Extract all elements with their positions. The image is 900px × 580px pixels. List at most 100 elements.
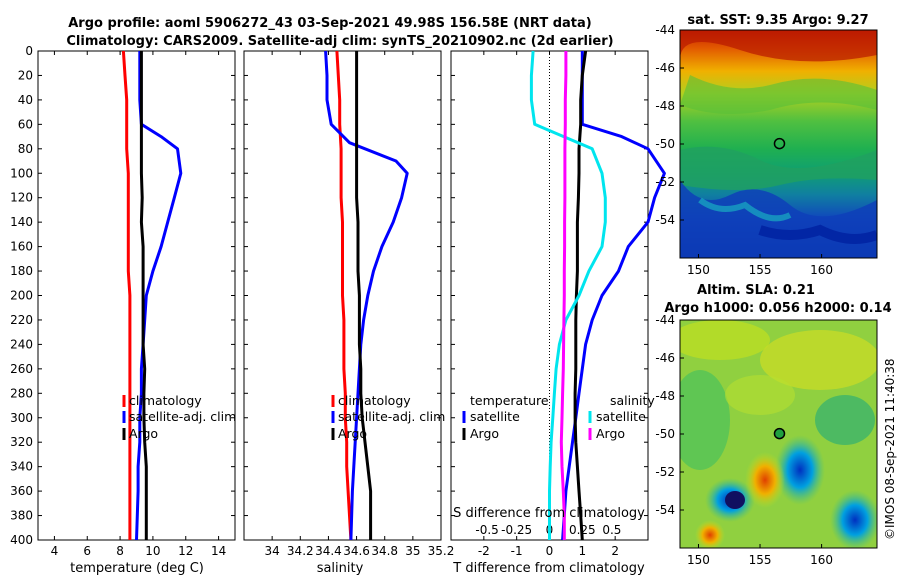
x-tick-label: 34 xyxy=(265,544,280,558)
sla-argo-marker xyxy=(773,427,786,440)
y-tick-label: 0 xyxy=(25,44,33,58)
x-tick-label-top: 0.5 xyxy=(602,523,621,537)
x-tick-label: -1 xyxy=(511,544,523,558)
temperature-legend: climatology satellite-adj. clim Argo xyxy=(122,393,236,441)
series-argo xyxy=(139,51,148,540)
legend-title-salinity: salinity xyxy=(610,393,655,408)
title-line2: Climatology: CARS2009. Satellite-adj cli… xyxy=(66,34,613,49)
y-tick-label: 300 xyxy=(10,411,33,425)
sst-map-image xyxy=(680,30,877,258)
y-tick-label: 200 xyxy=(10,289,33,303)
map-y-tick-label: -50 xyxy=(655,427,675,441)
x-tick-label: 1 xyxy=(579,544,587,558)
x-tick-label: 6 xyxy=(83,544,91,558)
map-x-tick-label: 160 xyxy=(810,263,833,277)
copyright-stamp: ©IMOS 08-Sep-2021 11:40:38 xyxy=(883,358,897,540)
x-tick-label: 34.2 xyxy=(287,544,314,558)
series-satellite-adj-clim xyxy=(324,50,409,541)
series-climatology xyxy=(121,50,132,540)
difference-xlabel: T difference from climatology xyxy=(452,561,645,576)
y-tick-label: 100 xyxy=(10,166,33,180)
y-tick-label: 220 xyxy=(10,313,33,327)
y-tick-label: 160 xyxy=(10,240,33,254)
salinity-panel: 34 34.2 34.4 34.6 34.8 35 35.2 xyxy=(243,50,455,558)
legend-label-satellite: satellite-adj. clim xyxy=(129,409,236,424)
map-y-tick-label: -54 xyxy=(655,213,675,227)
x-tick-label: 34.8 xyxy=(371,544,398,558)
series-temperature-satellite xyxy=(561,51,666,541)
temperature-panel: 4 6 8 10 12 140204060801001201401601802002202… xyxy=(10,44,236,558)
map-y-tick-label: -46 xyxy=(655,351,675,365)
x-tick-label: 34.6 xyxy=(343,544,370,558)
x-tick-label-top: -0.5 xyxy=(475,523,498,537)
map-x-tick-label: 155 xyxy=(749,263,772,277)
map-y-tick-label: -50 xyxy=(655,137,675,151)
temperature-xlabel: temperature (deg C) xyxy=(70,561,204,576)
map-y-tick-label: -52 xyxy=(655,465,675,479)
map-y-tick-label: -44 xyxy=(655,313,675,327)
y-tick-label: 40 xyxy=(18,93,33,107)
difference-panel: -2 -1 0 1 2-0.5 -0.25 0 0.25 0.5 xyxy=(450,50,666,558)
x-tick-label: 2 xyxy=(611,544,619,558)
legend-label-s-argo: Argo xyxy=(596,426,625,441)
difference-legend: temperature salinity satellite Argo sate… xyxy=(462,393,655,441)
legend-label-t-satellite: satellite xyxy=(470,409,520,424)
series-temperature-argo xyxy=(573,50,588,541)
map-y-tick-label: -44 xyxy=(655,23,675,37)
map-x-tick-label: 160 xyxy=(810,553,833,567)
map-y-tick-label: -54 xyxy=(655,503,675,517)
sla-map-axes: 150 155 160 -44 -46 -48 -50 -52 -54 xyxy=(655,313,833,567)
y-tick-label: 280 xyxy=(10,386,33,400)
y-tick-label: 20 xyxy=(18,68,33,82)
x-tick-label: 8 xyxy=(116,544,124,558)
legend-label-argo: Argo xyxy=(129,426,158,441)
y-tick-label: 400 xyxy=(10,533,33,547)
map-x-tick-label: 155 xyxy=(749,553,772,567)
series-climatology xyxy=(335,50,353,541)
map-x-tick-label: 150 xyxy=(687,553,710,567)
y-tick-label: 260 xyxy=(10,362,33,376)
x-tick-label-top: -0.25 xyxy=(501,523,532,537)
x-tick-label: 14 xyxy=(211,544,226,558)
plot-frame xyxy=(37,50,236,541)
legend-label-argo: Argo xyxy=(338,426,367,441)
y-tick-label: 240 xyxy=(10,337,33,351)
salinity-legend: climatology satellite-adj. clim Argo xyxy=(331,393,445,441)
legend-label-s-satellite: satellite xyxy=(596,409,646,424)
salinity-xlabel: salinity xyxy=(317,561,364,576)
map-y-tick-label: -48 xyxy=(655,99,675,113)
x-tick-label: 34.4 xyxy=(315,544,342,558)
y-tick-label: 60 xyxy=(18,117,33,131)
y-tick-label: 140 xyxy=(10,215,33,229)
legend-label-climatology: climatology xyxy=(129,393,202,408)
x-tick-label: 12 xyxy=(178,544,193,558)
series-salinity-argo xyxy=(559,51,568,540)
x-tick-label: -2 xyxy=(478,544,490,558)
map-x-tick-label: 150 xyxy=(687,263,710,277)
sla-map-title: Altim. SLA: 0.21 xyxy=(697,283,815,298)
legend-label-climatology: climatology xyxy=(338,393,411,408)
sst-map-axes: 150 155 160 -44 -46 -48 -50 -52 -54 xyxy=(655,23,833,277)
x-tick-label: 10 xyxy=(145,544,160,558)
y-tick-label: 340 xyxy=(10,460,33,474)
series-argo xyxy=(355,51,373,540)
series-satellite-adj-clim xyxy=(135,51,183,541)
y-tick-label: 380 xyxy=(10,509,33,523)
sst-map-title: sat. SST: 9.35 Argo: 9.27 xyxy=(687,13,868,28)
x-tick-label: 35.2 xyxy=(428,544,455,558)
map-y-tick-label: -52 xyxy=(655,175,675,189)
legend-label-satellite: satellite-adj. clim xyxy=(338,409,445,424)
map-y-tick-label: -48 xyxy=(655,389,675,403)
title-line1: Argo profile: aoml 5906272_43 03-Sep-202… xyxy=(68,16,592,31)
x-tick-label: 0 xyxy=(546,544,554,558)
legend-title-temperature: temperature xyxy=(470,393,549,408)
difference-xlabel-top: S difference from climatology xyxy=(453,506,645,521)
x-tick-label: 35 xyxy=(405,544,420,558)
series-salinity-satellite xyxy=(529,50,607,540)
y-tick-label: 80 xyxy=(18,142,33,156)
map-y-tick-label: -46 xyxy=(655,61,675,75)
sst-argo-marker xyxy=(773,137,786,150)
sla-map-subtitle: Argo h1000: 0.056 h2000: 0.14 xyxy=(664,301,891,316)
y-tick-label: 320 xyxy=(10,435,33,449)
